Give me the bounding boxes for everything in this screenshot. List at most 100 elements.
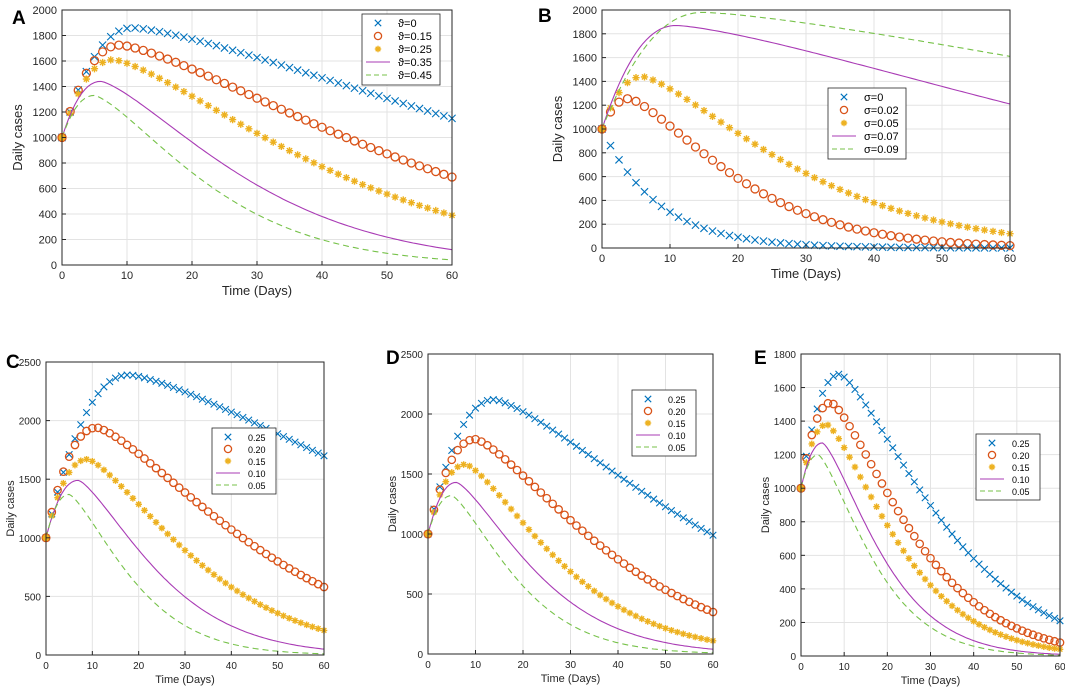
data-point-marker (209, 511, 219, 521)
data-point-marker (192, 393, 201, 401)
data-point-marker (1017, 626, 1027, 636)
legend-entry-label: 0.10 (248, 469, 266, 479)
legend-entry-label: ϑ=0.45 (398, 70, 432, 82)
data-point-marker (204, 397, 212, 406)
data-point-marker (877, 479, 887, 488)
data-point-marker (134, 372, 143, 381)
data-point-marker (333, 129, 343, 139)
data-point-marker (285, 614, 293, 622)
y-tick-label: 400 (579, 195, 597, 207)
data-point-marker (725, 231, 734, 240)
data-point-marker (826, 217, 837, 228)
data-point-marker (666, 85, 674, 93)
data-point-marker (87, 423, 97, 433)
data-point-marker (432, 206, 440, 215)
data-point-marker (785, 160, 793, 168)
data-point-marker (808, 440, 816, 448)
data-point-marker (442, 478, 450, 486)
data-point-marker (802, 452, 811, 460)
data-point-marker (186, 493, 196, 502)
data-point-marker (448, 469, 456, 476)
data-point-marker (280, 612, 287, 620)
series-markers-0 (424, 395, 717, 539)
data-point-marker (501, 498, 509, 506)
data-point-marker (861, 450, 871, 459)
data-point-marker (391, 193, 399, 201)
data-point-marker (122, 440, 132, 450)
data-point-marker (123, 24, 131, 33)
data-point-marker (883, 435, 892, 443)
legend-entry-label: 0.25 (668, 395, 686, 405)
data-point-marker (507, 401, 515, 410)
data-point-marker (117, 483, 125, 490)
legend-entry-label: 0.05 (668, 443, 686, 453)
data-point-marker (639, 101, 650, 112)
data-point-marker (900, 547, 907, 555)
data-point-marker (531, 532, 539, 540)
data-point-marker (382, 149, 392, 159)
data-point-marker (1044, 635, 1054, 645)
data-point-marker (872, 418, 881, 426)
data-point-marker (325, 126, 335, 136)
data-point-marker (250, 419, 259, 427)
data-point-marker (682, 135, 692, 145)
data-point-marker (94, 461, 102, 469)
data-point-marker (277, 61, 286, 70)
data-point-marker (82, 75, 90, 83)
data-point-marker (724, 167, 735, 178)
data-point-marker (204, 39, 213, 48)
data-point-marker (459, 420, 468, 429)
data-point-marker (846, 453, 853, 461)
data-point-marker (953, 583, 962, 593)
data-point-marker (112, 477, 119, 484)
data-point-marker (632, 612, 640, 620)
y-tick-label: 500 (24, 592, 41, 603)
data-point-marker (66, 109, 74, 117)
data-point-marker (349, 136, 360, 146)
y-tick-label: 2000 (33, 5, 57, 17)
legend-box (211, 427, 277, 495)
legend-entry-label: ϑ=0.35 (398, 57, 432, 69)
data-point-marker (447, 455, 457, 465)
data-point-marker (851, 463, 859, 471)
data-point-marker (76, 432, 86, 441)
data-point-marker (314, 625, 322, 632)
data-point-marker (268, 100, 278, 111)
data-point-marker (309, 71, 318, 80)
data-point-marker (48, 512, 56, 520)
data-point-marker (1012, 624, 1022, 633)
data-point-marker (819, 422, 826, 430)
data-point-marker (793, 165, 802, 173)
data-point-marker (964, 614, 972, 622)
data-point-marker (253, 129, 261, 137)
data-point-marker (239, 591, 247, 598)
data-point-marker (608, 467, 616, 475)
data-point-marker (302, 155, 310, 163)
y-tick-label: 1600 (774, 384, 797, 395)
data-point-marker (946, 220, 955, 228)
data-point-marker (114, 27, 123, 36)
legend-entry-label: 0.05 (1012, 487, 1030, 497)
y-tick-label: 0 (417, 650, 423, 661)
data-point-marker (269, 58, 278, 67)
data-point-marker (326, 76, 335, 85)
data-point-marker (210, 571, 218, 578)
data-point-marker (929, 216, 938, 224)
data-point-marker (725, 124, 734, 132)
data-point-marker (252, 93, 262, 103)
data-point-marker (171, 57, 181, 67)
data-point-marker (632, 74, 640, 82)
legend-entry-label: 0.15 (1012, 463, 1030, 473)
data-point-marker (224, 433, 232, 441)
data-point-marker (226, 525, 236, 534)
data-point-marker (93, 423, 103, 433)
data-point-marker (861, 196, 870, 204)
data-point-marker (233, 411, 241, 419)
chart-panel-e: 0 10 20 30 40 50 60020040060080010001200140016… (754, 348, 1065, 687)
data-point-marker (383, 94, 391, 103)
data-point-marker (590, 587, 598, 595)
y-tick-label: 0 (790, 652, 796, 663)
series-markers-2 (58, 56, 456, 219)
data-point-marker (595, 541, 605, 550)
